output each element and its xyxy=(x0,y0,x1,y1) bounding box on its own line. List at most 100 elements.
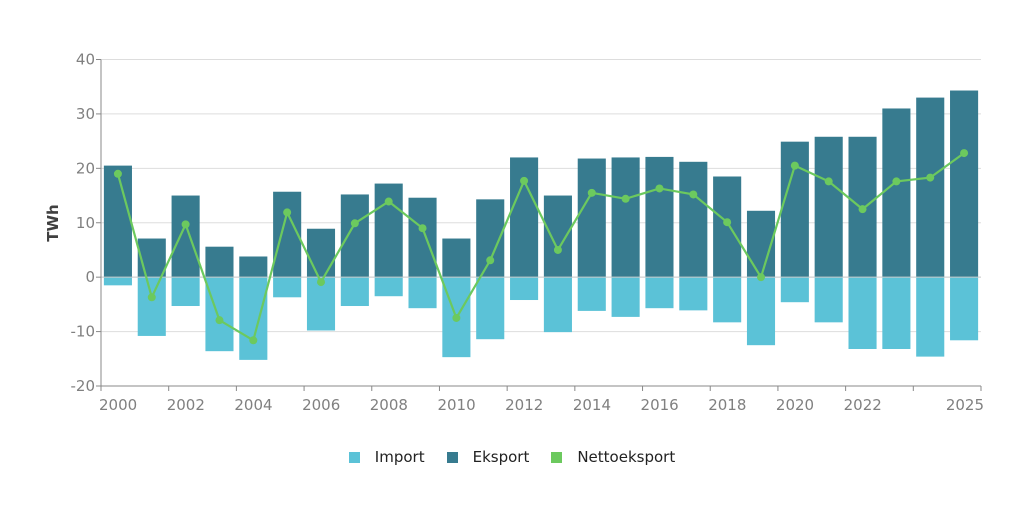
y-tick-label: 0 xyxy=(85,268,95,286)
net-export-point xyxy=(689,190,698,199)
net-export-line xyxy=(113,149,969,345)
bar-import xyxy=(950,277,979,341)
bar-import xyxy=(408,277,437,309)
bar-eksport xyxy=(273,191,302,278)
x-tick-label: 2016 xyxy=(641,396,679,414)
bar-import xyxy=(713,277,742,323)
legend-item-eksport[interactable]: Eksport xyxy=(446,448,530,466)
bar-eksport xyxy=(442,238,471,278)
bar-eksport xyxy=(713,176,742,278)
x-tick-label: 2002 xyxy=(167,396,205,414)
net-export-point xyxy=(317,278,325,287)
net-export-polyline xyxy=(116,152,965,342)
y-axis-title: TWh xyxy=(44,204,62,241)
net-export-point xyxy=(824,177,833,186)
net-export-point xyxy=(520,176,529,185)
bar-eksport xyxy=(543,195,572,278)
y-tick-label: -20 xyxy=(71,377,96,395)
bar-eksport xyxy=(510,157,539,278)
net-export-point xyxy=(723,218,732,227)
net-export-point xyxy=(757,273,765,282)
net-export-point xyxy=(181,220,190,229)
legend-swatch-import xyxy=(348,451,360,463)
net-export-point xyxy=(249,336,258,345)
bar-eksport xyxy=(137,238,166,278)
bar-import xyxy=(645,277,674,309)
x-tick-label: 2012 xyxy=(505,396,543,414)
x-tick-labels: 2000 2002 2004 2006 2008 2010 2012 2014 2016 2018… xyxy=(99,396,984,414)
bar-eksport xyxy=(916,97,945,278)
net-export-point xyxy=(621,194,630,203)
net-export-point xyxy=(215,316,224,325)
export-bars xyxy=(103,90,979,278)
bar-eksport xyxy=(239,256,268,278)
legend-swatch-nettoeksport xyxy=(551,451,563,463)
legend-swatch-eksport xyxy=(446,451,458,463)
net-export-point xyxy=(790,161,799,170)
net-export-point xyxy=(960,149,969,158)
net-export-point xyxy=(655,184,664,193)
net-export-point xyxy=(350,219,359,228)
bar-import xyxy=(882,277,911,349)
x-tick-label: 2006 xyxy=(302,396,340,414)
bar-import xyxy=(273,277,302,298)
bar-import xyxy=(746,277,776,346)
bar-import xyxy=(137,277,166,336)
net-export-point xyxy=(147,293,156,302)
bar-import xyxy=(205,277,234,352)
net-export-point xyxy=(283,208,292,217)
legend-label-eksport: Eksport xyxy=(472,448,530,466)
bar-eksport xyxy=(882,108,911,278)
net-export-point xyxy=(587,188,596,197)
bar-import xyxy=(780,277,809,303)
y-tick-label: 30 xyxy=(76,105,95,123)
x-tick-label: 2004 xyxy=(234,396,272,414)
net-export-point xyxy=(418,224,427,233)
bar-import xyxy=(103,277,132,286)
bar-import xyxy=(577,277,606,311)
bar-eksport xyxy=(950,90,979,278)
net-export-point xyxy=(384,197,393,206)
net-export-point xyxy=(113,169,122,178)
bar-eksport xyxy=(577,158,606,278)
x-tick-label: 2008 xyxy=(370,396,408,414)
bar-import xyxy=(476,277,505,340)
x-tick-label: 2010 xyxy=(437,396,475,414)
bar-eksport xyxy=(408,197,437,278)
x-tick-label: 2022 xyxy=(844,396,882,414)
bar-import xyxy=(679,277,708,311)
legend-item-nettoeksport[interactable]: Nettoeksport xyxy=(551,448,675,466)
x-tick-label: 2020 xyxy=(776,396,814,414)
bar-import xyxy=(171,277,200,307)
bar-import xyxy=(374,277,403,297)
y-tick-label: 10 xyxy=(76,214,95,232)
x-tick-label: 2014 xyxy=(573,396,611,414)
import-bars xyxy=(103,277,979,360)
bar-eksport xyxy=(171,195,200,278)
legend-label-import: Import xyxy=(374,448,425,466)
net-export-point xyxy=(858,205,867,214)
bar-eksport xyxy=(611,157,640,278)
bar-eksport xyxy=(814,136,843,278)
bar-import xyxy=(239,277,268,360)
axes xyxy=(96,59,982,391)
bar-import xyxy=(543,277,572,333)
y-tick-labels: 40 30 20 10 0 -10 -20 xyxy=(71,51,96,396)
net-export-point xyxy=(486,256,495,265)
net-export-point xyxy=(553,245,562,254)
bar-eksport xyxy=(645,156,674,278)
bar-eksport xyxy=(679,161,708,278)
x-tick-label: 2025 xyxy=(946,396,984,414)
bar-eksport xyxy=(340,194,369,278)
legend-item-import[interactable]: Import xyxy=(348,448,425,466)
x-tick-label: 2018 xyxy=(708,396,746,414)
legend-label-nettoeksport: Nettoeksport xyxy=(577,448,676,466)
bar-import xyxy=(340,277,369,307)
bar-import xyxy=(848,277,877,349)
bar-eksport xyxy=(205,246,234,278)
bar-eksport xyxy=(103,165,132,278)
bar-import xyxy=(916,277,945,357)
bar-import xyxy=(611,277,640,317)
bar-import xyxy=(510,277,539,301)
